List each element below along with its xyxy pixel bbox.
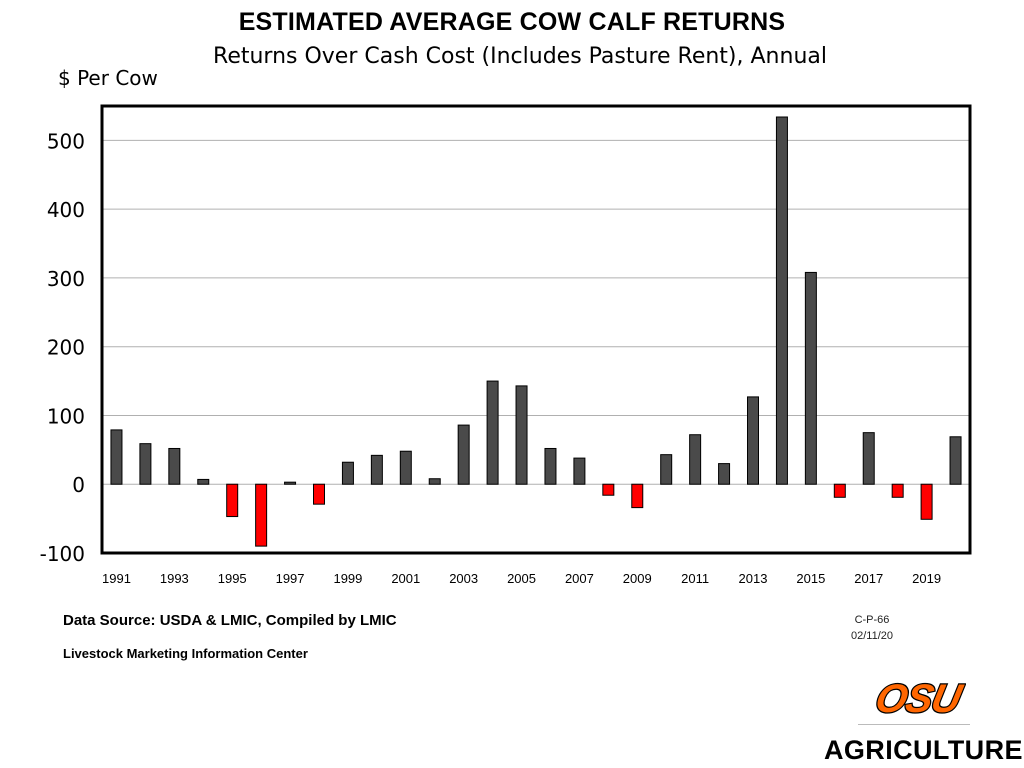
bar-2020: [949, 436, 962, 485]
bar-2015: [804, 271, 817, 485]
x-tick-label: 1995: [218, 571, 247, 586]
x-tick-label: 1993: [160, 571, 189, 586]
x-tick-label: 1991: [102, 571, 131, 586]
bar-1992: [139, 443, 152, 485]
x-tick-label: 2003: [449, 571, 478, 586]
y-axis-label: $ Per Cow: [58, 66, 158, 90]
data-source-note: Data Source: USDA & LMIC, Compiled by LM…: [63, 612, 397, 629]
bar-1991: [110, 429, 123, 485]
bar-2005: [515, 385, 528, 485]
x-tick-label: 2007: [565, 571, 594, 586]
bar-2014: [775, 116, 788, 485]
bar-2000: [370, 454, 383, 485]
bar-2016: [833, 483, 846, 498]
x-tick-label: 2017: [854, 571, 883, 586]
bar-2013: [747, 396, 759, 485]
chart-code: C-P-66 02/11/20: [840, 612, 904, 644]
y-tick-label: 300: [47, 267, 85, 291]
chart-title: ESTIMATED AVERAGE COW CALF RETURNS: [238, 8, 786, 36]
y-tick-label: 500: [47, 129, 85, 153]
bar-2018: [891, 483, 904, 498]
bar-chart: -100 0 100 200 300 400 500 1991 1993 1995 1997 1999…: [40, 104, 972, 586]
x-tick-label: 2015: [796, 571, 825, 586]
bar-1996: [255, 483, 268, 547]
chart-subtitle: Returns Over Cash Cost (Includes Pasture…: [213, 44, 827, 69]
x-tick-label: 2019: [912, 571, 941, 586]
bar-2003: [457, 424, 470, 485]
chart-date: 02/11/20: [850, 630, 893, 642]
brand-agriculture: AGRICULTURE: [824, 735, 1023, 765]
bar-1998: [313, 483, 325, 505]
bar-2004: [486, 380, 499, 485]
bar-2008: [602, 483, 615, 496]
bar-2017: [862, 432, 875, 485]
bar-2012: [718, 463, 731, 485]
bar-1993: [168, 447, 181, 485]
x-tick-label: 2001: [391, 571, 420, 586]
y-tick-label: 200: [47, 336, 85, 360]
bar-2007: [573, 457, 586, 485]
x-tick-label: 2011: [681, 571, 709, 586]
x-tick-label: 2013: [739, 571, 768, 586]
y-tick-label: 100: [47, 404, 85, 428]
bar-2010: [660, 454, 673, 485]
bar-2002: [428, 478, 441, 485]
chart-code-id: C-P-66: [854, 614, 890, 626]
y-tick-label: -100: [40, 542, 85, 566]
bar-2006: [544, 447, 557, 485]
osu-logo: OSU: [870, 674, 966, 722]
x-tick-label: 2005: [507, 571, 536, 586]
bar-1999: [341, 461, 354, 485]
x-tick-label: 1999: [333, 571, 362, 586]
logo-divider: [858, 724, 970, 725]
bar-2019: [920, 483, 933, 520]
plot-frame: [100, 104, 972, 555]
bar-2001: [399, 450, 412, 485]
bar-1997: [284, 481, 297, 485]
bar-1994: [197, 478, 210, 485]
bar-2009: [631, 483, 644, 509]
bar-1995: [226, 483, 239, 518]
x-tick-label: 1997: [276, 571, 305, 586]
x-tick-label: 2009: [623, 571, 652, 586]
y-tick-label: 400: [47, 198, 85, 222]
bar-2011: [689, 434, 702, 485]
organization-name: Livestock Marketing Information Center: [63, 646, 308, 661]
osu-logo-text: OSU: [872, 675, 966, 720]
y-tick-label: 0: [72, 473, 85, 497]
